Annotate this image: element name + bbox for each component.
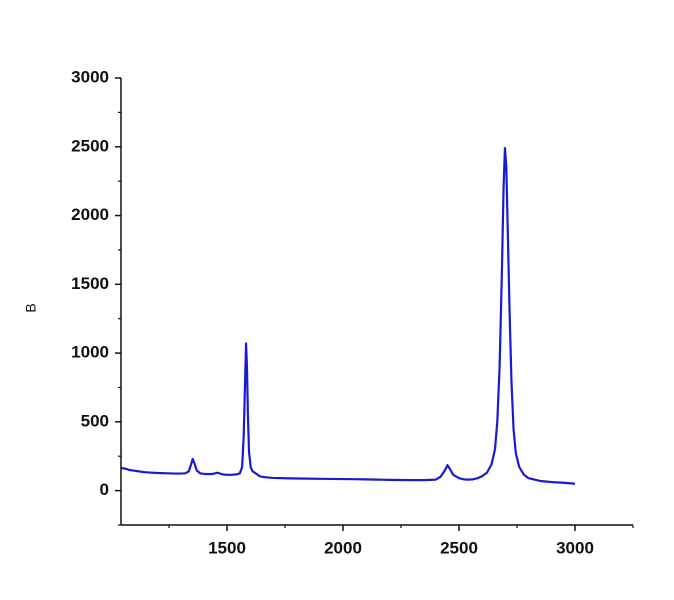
y-tick-label: 2000: [71, 205, 109, 224]
y-tick-label: 500: [81, 411, 109, 430]
x-tick-label: 2000: [324, 538, 362, 557]
y-tick-label: 2500: [71, 136, 109, 155]
spectrum-line: [121, 147, 576, 485]
y-tick-label: 1000: [71, 343, 109, 362]
y-axis-title: B: [23, 303, 39, 312]
y-tick-label: 3000: [71, 67, 109, 86]
x-tick-label: 2500: [440, 538, 478, 557]
y-tick-label: 0: [100, 480, 109, 499]
x-tick-label: 1500: [208, 538, 246, 557]
x-tick-label: 3000: [556, 538, 594, 557]
y-tick-label: 1500: [71, 274, 109, 293]
